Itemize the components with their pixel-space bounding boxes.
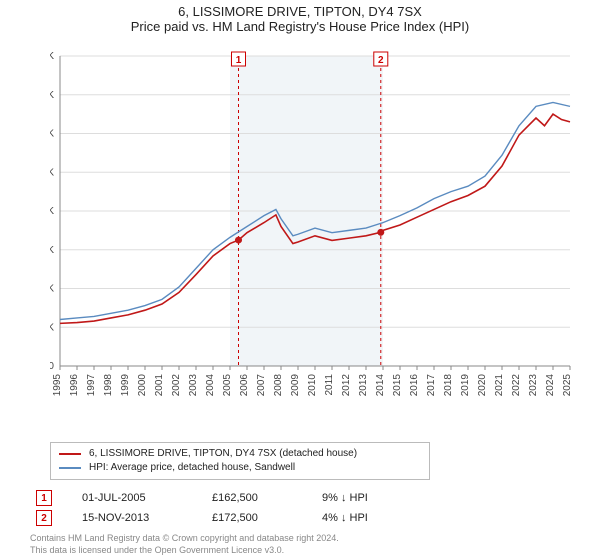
sale-index-box: 1 [36, 490, 52, 506]
footer-line-2: This data is licensed under the Open Gov… [30, 544, 339, 556]
x-tick-label: 2002 [171, 374, 182, 397]
x-tick-label: 2003 [188, 374, 199, 397]
x-tick-label: 1997 [86, 374, 97, 397]
x-tick-label: 2007 [256, 374, 267, 397]
sale-marker-number: 2 [378, 55, 384, 66]
sale-delta: 9% ↓ HPI [322, 492, 412, 504]
sale-marker-number: 1 [236, 55, 242, 66]
x-tick-label: 2020 [477, 374, 488, 397]
sale-price: £162,500 [212, 492, 292, 504]
x-tick-label: 2005 [222, 374, 233, 397]
y-tick-label: £350K [50, 90, 54, 101]
x-tick-label: 2021 [494, 374, 505, 397]
y-tick-label: £250K [50, 167, 54, 178]
x-tick-label: 2004 [205, 374, 216, 397]
x-tick-label: 1995 [52, 374, 63, 397]
x-tick-label: 2009 [290, 374, 301, 397]
chart-title-address: 6, LISSIMORE DRIVE, TIPTON, DY4 7SX [0, 0, 600, 19]
figure: 6, LISSIMORE DRIVE, TIPTON, DY4 7SX Pric… [0, 0, 600, 560]
chart-title-sub: Price paid vs. HM Land Registry's House … [0, 19, 600, 40]
footer: Contains HM Land Registry data © Crown c… [30, 532, 339, 556]
sale-price: £172,500 [212, 512, 292, 524]
y-tick-label: £100K [50, 284, 54, 295]
x-tick-label: 2016 [409, 374, 420, 397]
x-tick-label: 1996 [69, 374, 80, 397]
x-tick-label: 2014 [375, 374, 386, 397]
x-tick-label: 2010 [307, 374, 318, 397]
sale-date: 15-NOV-2013 [82, 512, 182, 524]
y-tick-label: £400K [50, 51, 54, 62]
x-tick-label: 2018 [443, 374, 454, 397]
y-tick-label: £200K [50, 206, 54, 217]
x-tick-label: 2017 [426, 374, 437, 397]
sale-index-box: 2 [36, 510, 52, 526]
x-tick-label: 2019 [460, 374, 471, 397]
x-tick-label: 2001 [154, 374, 165, 397]
y-tick-label: £300K [50, 129, 54, 140]
sale-row: 1 01-JUL-2005 £162,500 9% ↓ HPI [30, 488, 580, 508]
x-tick-label: 2015 [392, 374, 403, 397]
legend-swatch [59, 453, 81, 455]
y-tick-label: £150K [50, 245, 54, 256]
x-tick-label: 2022 [511, 374, 522, 397]
sales-table: 1 01-JUL-2005 £162,500 9% ↓ HPI 2 15-NOV-2013… [30, 488, 580, 528]
legend-row: 6, LISSIMORE DRIVE, TIPTON, DY4 7SX (det… [59, 447, 421, 461]
x-tick-label: 2013 [358, 374, 369, 397]
footer-line-1: Contains HM Land Registry data © Crown c… [30, 532, 339, 544]
x-tick-label: 2011 [324, 374, 335, 396]
legend: 6, LISSIMORE DRIVE, TIPTON, DY4 7SX (det… [50, 442, 430, 480]
sale-delta: 4% ↓ HPI [322, 512, 412, 524]
x-tick-label: 2008 [273, 374, 284, 397]
x-tick-label: 2000 [137, 374, 148, 397]
sale-date: 01-JUL-2005 [82, 492, 182, 504]
x-tick-label: 1998 [103, 374, 114, 397]
y-tick-label: £0 [50, 361, 54, 372]
x-tick-label: 2006 [239, 374, 250, 397]
y-tick-label: £50K [50, 322, 54, 333]
price-chart: £0 £50K £100K £150K £200K £250K £300K £350K £400… [50, 46, 580, 406]
sale-point [377, 229, 384, 236]
sale-row: 2 15-NOV-2013 £172,500 4% ↓ HPI [30, 508, 580, 528]
legend-row: HPI: Average price, detached house, Sand… [59, 461, 421, 475]
sale-point [235, 237, 242, 244]
legend-swatch [59, 467, 81, 469]
x-tick-label: 2024 [545, 374, 556, 397]
x-tick-label: 2012 [341, 374, 352, 397]
legend-label: HPI: Average price, detached house, Sand… [89, 461, 295, 475]
x-tick-label: 2025 [562, 374, 573, 397]
x-tick-label: 2023 [528, 374, 539, 397]
x-tick-label: 1999 [120, 374, 131, 397]
legend-label: 6, LISSIMORE DRIVE, TIPTON, DY4 7SX (det… [89, 447, 357, 461]
